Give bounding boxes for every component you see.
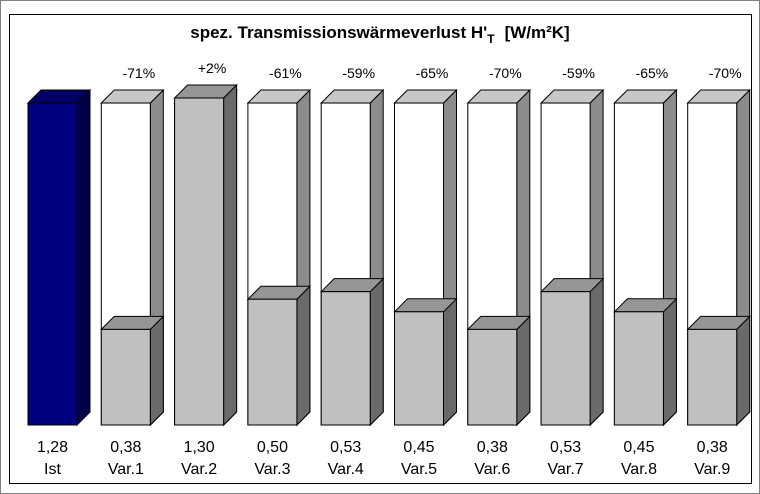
change-label: -65%: [636, 65, 669, 81]
title-main: spez. Transmissionswärmeverlust H': [190, 23, 487, 42]
bar-side: [223, 83, 238, 427]
change-label: -61%: [269, 65, 302, 81]
change-label: -70%: [709, 65, 742, 81]
x-tick-label: Var.5: [401, 461, 437, 478]
bar-front: [320, 291, 371, 426]
value-label: 0,50: [257, 439, 288, 456]
x-tick-label: Var.9: [694, 461, 730, 478]
bar-front: [174, 97, 225, 426]
change-label: -59%: [342, 65, 375, 81]
bar-side: [369, 277, 384, 427]
change-label: -65%: [416, 65, 449, 81]
change-label: -71%: [122, 65, 155, 81]
bar-front: [687, 328, 738, 426]
chart-frame: [9, 14, 752, 484]
bar-side: [76, 88, 91, 427]
title-subscript: T: [487, 32, 495, 46]
change-label: -70%: [489, 65, 522, 81]
value-label: 0,53: [550, 439, 581, 456]
x-tick-label: Var.6: [474, 461, 510, 478]
x-tick-label: Ist: [44, 461, 61, 478]
bar-front: [247, 298, 298, 426]
bar-side: [149, 315, 164, 427]
change-label: -59%: [562, 65, 595, 81]
value-label: 0,38: [110, 439, 141, 456]
bar-front: [467, 328, 518, 426]
change-label: +2%: [198, 60, 226, 76]
x-tick-label: Var.3: [254, 461, 290, 478]
bar-side: [296, 285, 311, 427]
bar-side: [589, 277, 604, 427]
bar-front: [540, 291, 591, 426]
bar-side: [516, 315, 531, 427]
value-label: 0,38: [477, 439, 508, 456]
value-label: 0,53: [330, 439, 361, 456]
bar-front: [27, 102, 78, 426]
bar-front: [100, 328, 151, 426]
value-label: 0,38: [697, 439, 728, 456]
value-label: 0,45: [403, 439, 434, 456]
title-unit: [W/m²K]: [505, 23, 570, 42]
x-tick-label: Var.4: [328, 461, 364, 478]
x-tick-label: Var.8: [621, 461, 657, 478]
x-tick-label: Var.7: [548, 461, 584, 478]
bar-front: [613, 311, 664, 426]
bar-side: [443, 297, 457, 427]
value-label: 0,45: [623, 439, 654, 456]
chart-title: spez. Transmissionswärmeverlust H'T [W/m²…: [190, 23, 569, 46]
x-tick-label: Var.1: [108, 461, 144, 478]
bar-front: [394, 311, 444, 426]
bar-side: [662, 297, 677, 427]
value-label: 1,30: [184, 439, 215, 456]
x-tick-label: Var.2: [181, 461, 217, 478]
bar-side: [736, 315, 751, 427]
value-label: 1,28: [37, 439, 68, 456]
